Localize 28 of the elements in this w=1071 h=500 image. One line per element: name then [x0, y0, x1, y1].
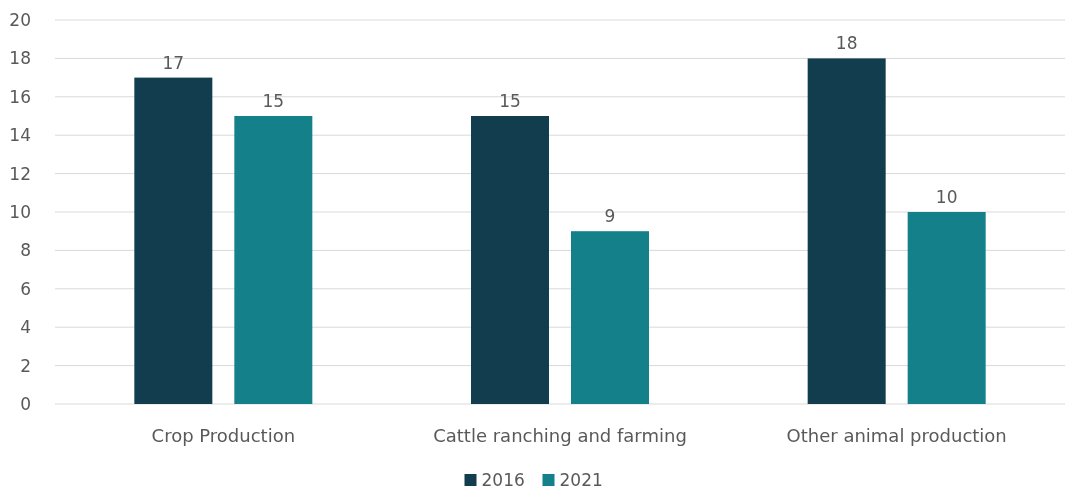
x-tick-label: Other animal production: [786, 425, 1007, 446]
legend-label: 2016: [481, 470, 525, 490]
y-tick-label: 6: [20, 278, 31, 299]
y-tick-label: 2: [20, 355, 31, 376]
y-tick-label: 20: [9, 10, 31, 30]
data-label: 15: [499, 91, 521, 111]
data-label: 15: [262, 91, 285, 111]
x-tick-label: Cattle ranching and farming: [433, 425, 687, 446]
y-tick-label: 14: [9, 125, 31, 146]
y-tick-label: 8: [20, 240, 31, 261]
data-label: 17: [162, 52, 185, 73]
y-tick-label: 12: [9, 163, 31, 184]
data-label: 18: [835, 33, 858, 54]
y-tick-label: 16: [9, 86, 31, 107]
data-label: 10: [935, 187, 958, 207]
legend-label: 2021: [559, 470, 603, 490]
data-label: 9: [604, 206, 616, 227]
y-tick-label: 18: [9, 48, 31, 69]
bar: [907, 212, 986, 404]
bar: [234, 116, 313, 404]
y-tick-label: 10: [9, 202, 31, 222]
bar: [471, 116, 549, 404]
y-tick-label: 4: [20, 317, 31, 338]
y-tick-label: 0: [20, 394, 31, 414]
x-tick-label: Crop Production: [151, 425, 296, 446]
bar: [807, 58, 886, 404]
bar: [571, 231, 649, 404]
bar: [134, 77, 213, 404]
